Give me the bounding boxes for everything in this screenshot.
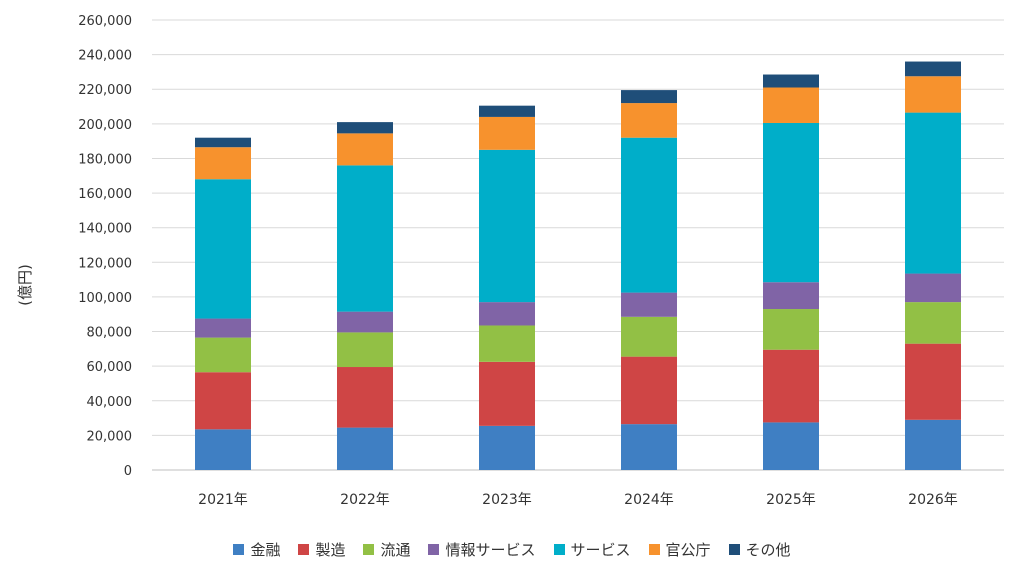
- y-tick-label: 200,000: [78, 118, 132, 133]
- x-tick-label: 2024年: [624, 492, 674, 508]
- legend-item: 製造: [298, 539, 345, 560]
- bar-segment: [479, 105, 535, 117]
- bar-segment: [621, 316, 677, 357]
- bar-segment: [337, 122, 393, 134]
- x-tick-label: 2021年: [198, 492, 248, 508]
- y-tick-label: 100,000: [78, 291, 132, 306]
- y-tick-label: 0: [124, 464, 132, 479]
- x-tick-label: 2025年: [766, 492, 816, 508]
- bar-segment: [337, 332, 393, 368]
- legend-swatch: [648, 543, 660, 555]
- legend-swatch: [363, 543, 375, 555]
- legend-item: 情報サービス: [428, 539, 536, 560]
- bar-segment: [337, 311, 393, 333]
- y-tick-label: 20,000: [87, 429, 133, 444]
- x-axis-tick-labels: 2021年 2022年 2023年 2024年 2025年 2026年: [198, 492, 958, 508]
- y-tick-label: 160,000: [78, 187, 132, 202]
- y-tick-label: 40,000: [87, 395, 133, 410]
- bar-segment: [905, 112, 961, 274]
- bar-segment: [905, 76, 961, 113]
- legend-label: 官公庁: [665, 540, 711, 559]
- bar-segment: [195, 137, 251, 148]
- bar-segment: [763, 349, 819, 423]
- legend-item: 金融: [233, 539, 280, 560]
- legend-label: 金融: [250, 540, 281, 559]
- legend-swatch: [553, 543, 565, 555]
- bar-segment: [905, 419, 961, 470]
- bar-segment: [621, 292, 677, 317]
- x-tick-label: 2023年: [482, 492, 532, 508]
- bar-segment: [763, 122, 819, 283]
- legend-item: その他: [728, 539, 791, 560]
- legend-label: 流通: [380, 540, 411, 559]
- y-tick-label: 260,000: [78, 14, 132, 29]
- y-tick-label: 220,000: [78, 83, 132, 98]
- gridlines: [152, 19, 1004, 471]
- bar-segment: [763, 282, 819, 310]
- legend-item: 流通: [363, 539, 410, 560]
- bar-segment: [905, 273, 961, 303]
- bar-segment: [479, 302, 535, 326]
- bar-segment: [763, 74, 819, 88]
- bar-segment: [621, 137, 677, 293]
- legend-item: 官公庁: [648, 539, 711, 560]
- y-axis-label: (億円): [16, 264, 34, 306]
- bar-segment: [479, 361, 535, 426]
- legend-swatch: [298, 543, 310, 555]
- y-tick-label: 180,000: [78, 152, 132, 167]
- bar-segment: [905, 61, 961, 77]
- y-tick-label: 120,000: [78, 256, 132, 271]
- y-tick-label: 140,000: [78, 222, 132, 237]
- y-tick-label: 80,000: [87, 326, 133, 341]
- bar-segment: [337, 133, 393, 166]
- bar-segment: [195, 429, 251, 470]
- legend-label: サービス: [570, 540, 631, 559]
- x-tick-label: 2026年: [908, 492, 958, 508]
- bar-segment: [763, 309, 819, 350]
- bar-segment: [337, 165, 393, 312]
- legend-item: サービス: [553, 539, 631, 560]
- bar-segment: [763, 422, 819, 470]
- legend-label: 情報サービス: [445, 540, 536, 559]
- bar-segment: [195, 372, 251, 430]
- bar-segment: [337, 367, 393, 428]
- bar-segment: [763, 87, 819, 123]
- bar-segment: [479, 116, 535, 150]
- bar-segment: [195, 147, 251, 180]
- bar-segment: [621, 103, 677, 138]
- bar-segment: [479, 325, 535, 362]
- y-axis-tick-labels: 0 20,000 40,000 60,000 80,000 100,000 120,000 1…: [78, 14, 132, 479]
- y-tick-label: 60,000: [87, 360, 133, 375]
- bar-segment: [905, 302, 961, 344]
- bar-segment: [195, 318, 251, 338]
- y-tick-label: 240,000: [78, 49, 132, 64]
- bar-segment: [479, 425, 535, 470]
- bar-segment: [621, 356, 677, 425]
- x-tick-label: 2022年: [340, 492, 390, 508]
- bar-segment: [337, 427, 393, 470]
- legend-swatch: [233, 543, 245, 555]
- bars: [195, 61, 961, 470]
- legend-label: その他: [745, 540, 791, 559]
- bar-segment: [621, 90, 677, 104]
- bar-segment: [195, 179, 251, 319]
- bar-segment: [905, 343, 961, 420]
- bar-segment: [195, 337, 251, 373]
- legend-label: 製造: [315, 540, 346, 559]
- legend: 金融 製造 流通 情報サービス サービス 官公庁 その他: [0, 536, 1024, 562]
- legend-swatch: [428, 543, 440, 555]
- bar-segment: [479, 149, 535, 303]
- legend-swatch: [728, 543, 740, 555]
- bar-segment: [621, 424, 677, 470]
